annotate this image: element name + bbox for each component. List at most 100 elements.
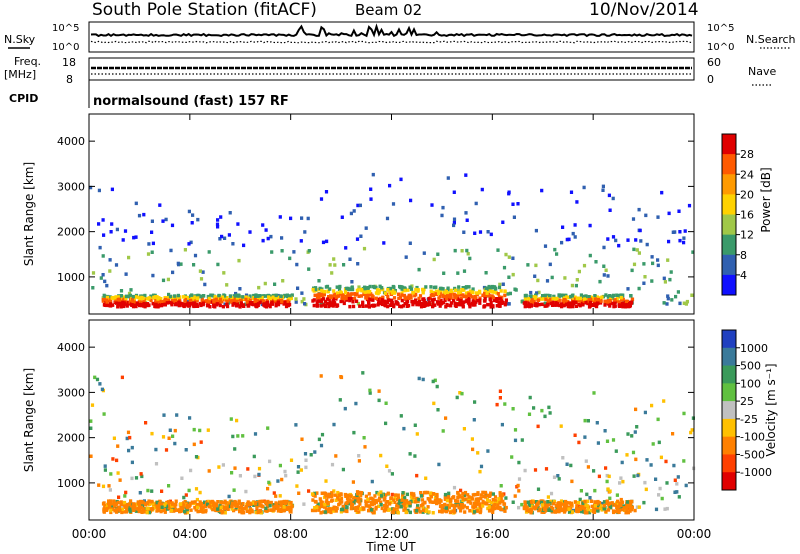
heatmap-cell — [533, 468, 538, 472]
heatmap-cell — [474, 201, 478, 206]
heatmap-cell — [181, 295, 185, 299]
heatmap-cell — [375, 288, 380, 292]
heatmap-cell — [90, 403, 95, 407]
heatmap-cell — [106, 501, 111, 506]
colorbar-tick-label: 16 — [740, 209, 754, 222]
heatmap-cell — [317, 505, 321, 510]
heatmap-cell — [673, 490, 677, 494]
heatmap-cell — [273, 504, 277, 509]
heatmap-cell — [444, 416, 448, 420]
heatmap-cell — [468, 304, 472, 309]
heatmap-cell — [556, 501, 560, 506]
heatmap-cell — [198, 500, 202, 504]
heatmap-cell — [204, 509, 208, 514]
heatmap-cell — [339, 510, 343, 514]
heatmap-cell — [600, 501, 604, 506]
heatmap-cell — [413, 454, 417, 458]
heatmap-cell — [666, 294, 670, 298]
heatmap-cell — [160, 489, 164, 493]
heatmap-cell — [489, 491, 493, 495]
heatmap-cell — [127, 448, 131, 453]
heatmap-cell — [313, 494, 317, 498]
heatmap-cell — [201, 270, 205, 274]
heatmap-cell — [344, 295, 349, 299]
heatmap-cell — [449, 301, 453, 305]
heatmap-cell — [320, 502, 324, 506]
heatmap-cell — [207, 250, 211, 254]
heatmap-cell — [419, 494, 423, 498]
heatmap-cell — [296, 286, 300, 290]
heatmap-cell — [348, 304, 352, 309]
heatmap-cell — [596, 301, 600, 305]
heatmap-cell — [603, 303, 607, 307]
heatmap-cell — [418, 510, 422, 514]
heatmap-cell — [139, 505, 143, 510]
heatmap-cell — [417, 296, 421, 301]
heatmap-cell — [128, 509, 132, 514]
heatmap-cell — [499, 498, 503, 502]
heatmap-cell — [617, 510, 621, 514]
heatmap-cell — [435, 495, 439, 500]
heatmap-cell — [316, 299, 320, 303]
heatmap-cell — [474, 497, 478, 501]
heatmap-cell — [413, 300, 417, 304]
heatmap-cell — [495, 297, 499, 301]
heatmap-cell — [399, 505, 403, 509]
heatmap-cell — [534, 505, 538, 509]
heatmap-cell — [548, 262, 552, 267]
heatmap-cell — [606, 274, 610, 278]
heatmap-cell — [230, 296, 234, 300]
heatmap-cell — [570, 479, 574, 484]
heatmap-cell — [544, 295, 548, 300]
heatmap-cell — [327, 492, 331, 497]
heatmap-cell — [637, 251, 641, 255]
heatmap-cell — [272, 508, 276, 512]
heatmap-cell — [212, 302, 216, 306]
heatmap-cell — [619, 503, 623, 507]
velocity-heatmap-cells — [89, 371, 696, 515]
heatmap-cell — [483, 297, 487, 301]
heatmap-cell — [237, 258, 241, 263]
heatmap-cell — [430, 203, 434, 207]
heatmap-cell — [416, 504, 420, 508]
heatmap-cell — [511, 202, 515, 206]
heatmap-cell — [173, 428, 177, 433]
heatmap-cell — [426, 505, 430, 509]
heatmap-cell — [464, 497, 468, 501]
heatmap-cell — [117, 295, 121, 299]
heatmap-cell — [587, 510, 592, 515]
heatmap-cell — [369, 197, 373, 201]
heatmap-cell — [361, 371, 365, 375]
heatmap-cell — [121, 238, 125, 242]
heatmap-cell — [487, 509, 492, 513]
heatmap-cell — [285, 294, 290, 299]
heatmap-cell — [650, 403, 654, 408]
heatmap-cell — [456, 297, 460, 301]
heatmap-cell — [134, 304, 138, 309]
heatmap-cell — [342, 263, 346, 267]
heatmap-cell — [620, 303, 624, 308]
heatmap-cell — [379, 502, 383, 507]
heatmap-cell — [336, 490, 340, 495]
heatmap-cell — [235, 302, 239, 306]
heatmap-cell — [374, 296, 378, 301]
heatmap-cell — [318, 299, 322, 303]
heatmap-cell — [269, 508, 273, 512]
heatmap-cell — [466, 493, 470, 497]
heatmap-cell — [386, 491, 390, 496]
heatmap-cell — [128, 502, 132, 506]
heatmap-cell — [330, 491, 334, 495]
heatmap-cell — [288, 294, 292, 298]
heatmap-cell — [234, 504, 238, 508]
heatmap-cell — [461, 305, 465, 309]
heatmap-cell — [212, 295, 217, 299]
heatmap-cell — [481, 490, 485, 495]
heatmap-cell — [619, 295, 623, 300]
heatmap-cell — [549, 491, 554, 496]
heatmap-cell — [517, 477, 522, 481]
heatmap-cell — [415, 496, 419, 501]
heatmap-cell — [138, 499, 143, 504]
heatmap-cell — [192, 442, 196, 447]
heatmap-cell — [328, 263, 332, 267]
heatmap-cell — [307, 267, 311, 271]
